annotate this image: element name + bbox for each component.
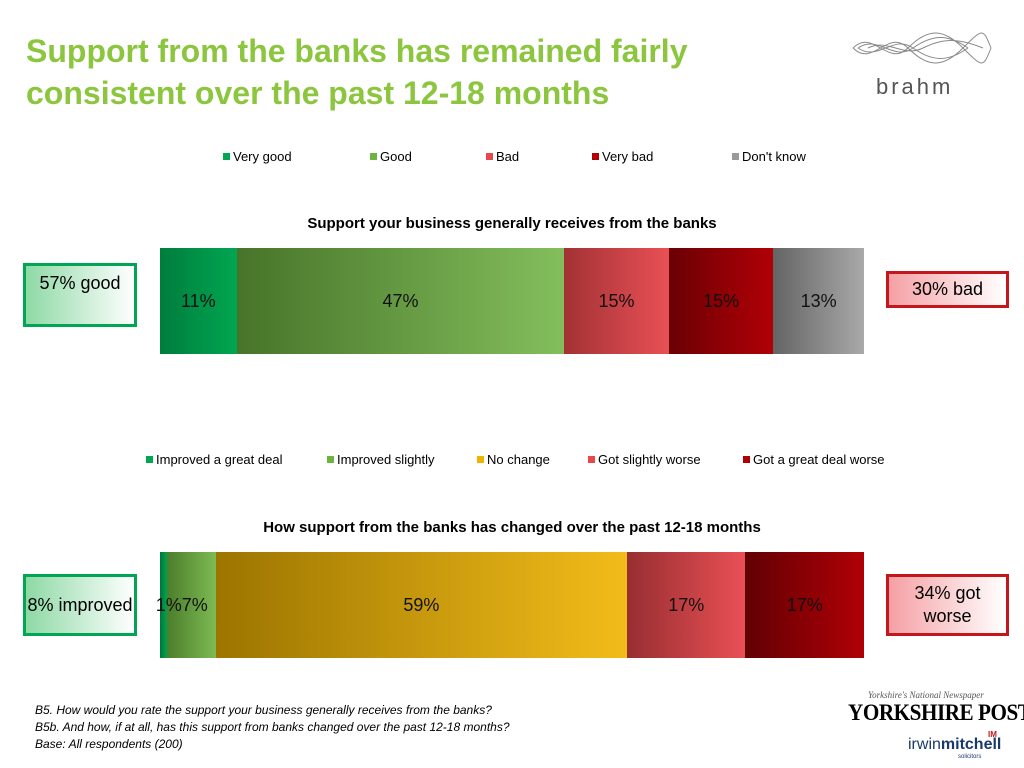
footnote: B5. How would you rate the support your … [35, 702, 510, 753]
brahm-wave-logo-icon [852, 32, 992, 64]
legend-swatch [592, 153, 599, 160]
footnote-line-1: B5. How would you rate the support your … [35, 703, 492, 717]
legend-item-slightly-worse: Got slightly worse [588, 452, 743, 467]
legend-item-good: Good [370, 149, 486, 164]
legend-chart-1: Very good Good Bad Very bad Don't know [223, 149, 806, 164]
callout-improved: 8% improved [23, 574, 137, 636]
yorkshire-post-logo: YORKSHIRE POST [848, 700, 1024, 725]
legend-label: Bad [496, 149, 520, 164]
bar-segment-improved-a-great-deal [160, 552, 167, 658]
legend-label: Don't know [742, 149, 806, 164]
legend-item-great-deal-worse: Got a great deal worse [743, 452, 885, 467]
legend-swatch [477, 456, 484, 463]
footnote-line-3: Base: All respondents (200) [35, 737, 183, 751]
bar-segment-no-change: 59% [215, 552, 627, 658]
data-label: 13% [800, 290, 837, 311]
callout-got-worse: 34% got worse [886, 574, 1009, 636]
bar-segment-very-good: 11% [160, 248, 237, 354]
data-label: 1% [155, 594, 182, 615]
page-title: Support from the banks has remained fair… [26, 33, 688, 111]
data-label: 59% [403, 594, 440, 615]
legend-label: No change [487, 452, 550, 467]
data-label: 47% [382, 290, 419, 311]
callout-bad: 30% bad [886, 271, 1009, 308]
legend-swatch [146, 456, 153, 463]
legend-item-very-bad: Very bad [592, 149, 732, 164]
footnote-line-2: B5b. And how, if at all, has this suppor… [35, 720, 510, 734]
im-part-b: mitchell [940, 736, 1002, 753]
yorkshire-post-tagline: Yorkshire's National Newspaper [868, 690, 984, 700]
legend-item-no-change: No change [477, 452, 588, 467]
legend-item-improved-slightly: Improved slightly [327, 452, 477, 467]
legend-label: Improved a great deal [156, 452, 283, 467]
legend-label: Improved slightly [337, 452, 435, 467]
bar-segment-got-a-great-deal-worse: 17% [745, 552, 864, 658]
legend-swatch [732, 153, 739, 160]
legend-label: Got slightly worse [598, 452, 701, 467]
im-part-a: irwin [908, 736, 941, 753]
data-label: 7% [181, 594, 208, 615]
chart-1-title: Support your business generally receives… [307, 215, 717, 232]
data-label: 15% [598, 290, 635, 311]
legend-swatch [370, 153, 377, 160]
legend-item-improved-great-deal: Improved a great deal [146, 452, 327, 467]
data-label: 17% [668, 594, 705, 615]
chart-1-stacked-bar: 11% 47% 15% 15% 13% [160, 248, 864, 354]
chart-2-stacked-bar: 1%7% 59% 17% 17% [156, 552, 864, 658]
chart-2-title: How support from the banks has changed o… [263, 519, 761, 536]
bar-segment-good: 47% [236, 248, 565, 354]
irwin-mitchell-logo: irwinmitchell [908, 736, 1001, 754]
legend-item-bad: Bad [486, 149, 592, 164]
bar-segment-improved-slightly: 1%7% [156, 552, 216, 658]
brahm-logo-text: brahm [876, 74, 954, 99]
data-label-group: 1%7% [156, 595, 208, 616]
legend-label: Good [380, 149, 412, 164]
legend-swatch [327, 456, 334, 463]
im-badge-icon: IM [988, 730, 997, 739]
data-label: 17% [786, 594, 823, 615]
bar-segment-very-bad: 15% [668, 248, 774, 354]
legend-swatch [223, 153, 230, 160]
legend-swatch [486, 153, 493, 160]
legend-label: Very bad [602, 149, 654, 164]
data-label: 15% [703, 290, 740, 311]
legend-label: Very good [233, 149, 292, 164]
im-solicitors: solicitors [958, 754, 982, 760]
legend-chart-2: Improved a great deal Improved slightly … [146, 452, 885, 467]
data-label: 11% [180, 290, 216, 311]
legend-swatch [743, 456, 750, 463]
bar-segment-got-slightly-worse: 17% [626, 552, 746, 658]
legend-swatch [588, 456, 595, 463]
legend-label: Got a great deal worse [753, 452, 885, 467]
callout-good: 57% good [23, 263, 137, 327]
legend-item-dont-know: Don't know [732, 149, 806, 164]
bar-segment-bad: 15% [564, 248, 669, 354]
bar-segment-don-t-know: 13% [773, 248, 864, 354]
legend-item-very-good: Very good [223, 149, 370, 164]
